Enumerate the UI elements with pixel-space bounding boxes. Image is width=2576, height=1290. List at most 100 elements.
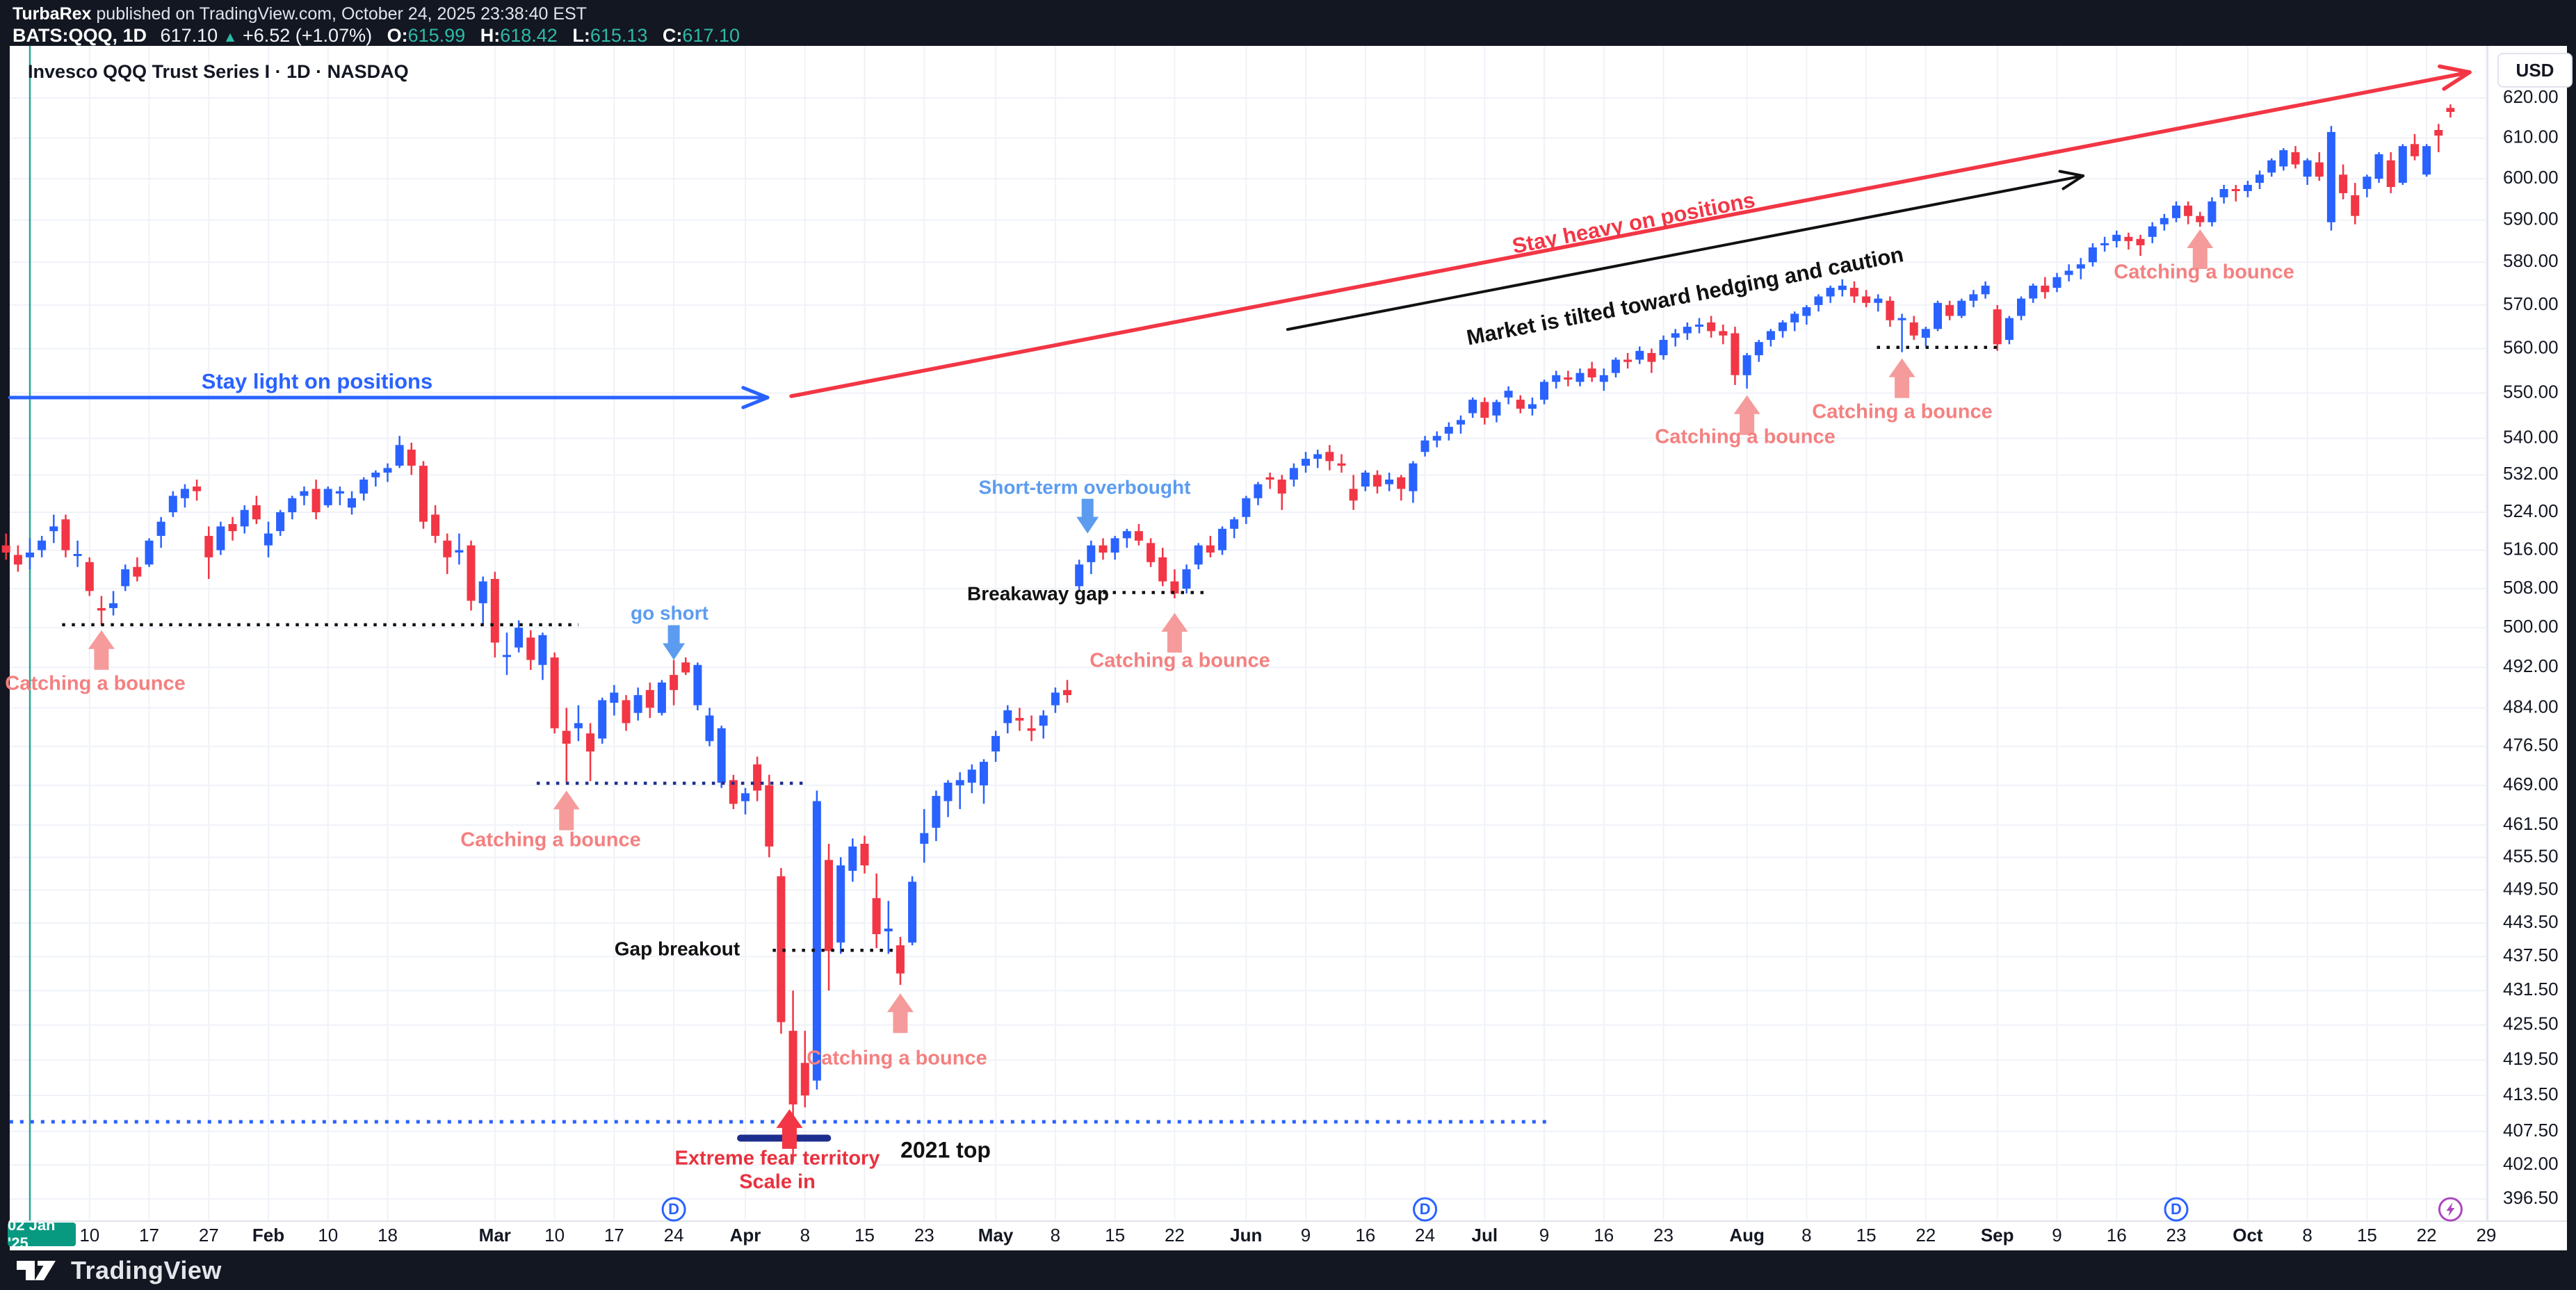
price-axis-label: 532.00 (2503, 463, 2559, 484)
candle-body (1325, 452, 1334, 462)
dividend-marker[interactable]: D (1413, 1197, 1438, 1222)
candle-body (371, 473, 380, 477)
candle-body (932, 796, 941, 828)
time-axis[interactable]: 10 17 27 Feb 10 18 Mar 10 17 24 Apr 8 15 23 May 8 15 22 Ju… (79, 1225, 2496, 1246)
currency-unit-button[interactable]: USD (2497, 53, 2573, 88)
time-axis-label: Jul (1472, 1225, 1498, 1246)
candle-body (311, 489, 321, 512)
annotation-text[interactable]: Gap breakout (615, 938, 740, 959)
time-axis-label: 8 (2302, 1225, 2312, 1246)
candle-body (705, 715, 714, 742)
buy-signal-arrow[interactable] (1733, 395, 1760, 435)
candle-body (145, 540, 154, 565)
candle-body (2339, 174, 2348, 193)
time-axis-label: 16 (1594, 1225, 1614, 1246)
candle-body (586, 733, 594, 752)
candle-body (1444, 427, 1453, 434)
candle-body (2172, 205, 2180, 218)
annotation-text[interactable]: go short (631, 602, 708, 623)
candle-body (657, 683, 666, 713)
candle-body (1779, 322, 1787, 332)
candle-body (1099, 545, 1108, 553)
buy-signal-arrow[interactable] (88, 630, 115, 670)
annotation-text[interactable]: Short-term overbought (979, 476, 1191, 498)
sell-signal-arrow[interactable] (663, 625, 686, 660)
trend-arrow[interactable] (789, 64, 2472, 398)
candle-body (26, 553, 34, 557)
candle-body (1015, 718, 1024, 721)
chart-pane-background (10, 46, 2567, 1250)
annotation-text[interactable]: Catching a bounce (460, 829, 640, 851)
candle-body (180, 489, 189, 498)
candle-body (1623, 359, 1633, 362)
candle-body (836, 865, 845, 943)
candle-body (574, 723, 583, 728)
price-axis-label: 402.00 (2503, 1153, 2559, 1174)
author-name: TurbaRex (13, 4, 92, 24)
up-triangle-icon: ▲ (222, 29, 238, 45)
candle-body (1599, 375, 1608, 382)
candle-body (1337, 463, 1346, 466)
time-axis-label: Jun (1230, 1225, 1262, 1246)
price-axis-label: 550.00 (2503, 381, 2559, 402)
annotation-text[interactable]: Catching a bounce (1655, 426, 1835, 448)
candle-body (1754, 342, 1763, 356)
candle-body (1039, 715, 1048, 726)
tradingview-logo-icon[interactable] (15, 1257, 61, 1284)
candle-body (300, 491, 309, 496)
trend-arrows[interactable] (8, 64, 2472, 409)
annotation-text[interactable]: Catching a bounce (1812, 401, 1992, 423)
sell-signal-arrow[interactable] (1076, 498, 1099, 534)
candle-body (1158, 557, 1167, 582)
price-axis-label: 516.00 (2503, 538, 2559, 559)
last-price: 617.10 (160, 25, 218, 46)
price-axis-label: 437.50 (2503, 945, 2559, 965)
trend-arrow[interactable] (8, 386, 770, 409)
annotation-text[interactable]: Catching a bounce (5, 673, 185, 695)
high-label: H: (480, 25, 501, 46)
brand-bar: TradingView (0, 1250, 2576, 1290)
latest-update-marker[interactable] (2438, 1197, 2463, 1222)
dividend-marker[interactable]: D (2164, 1197, 2189, 1222)
annotation-text[interactable]: Extreme fear territory (675, 1148, 880, 1170)
buy-signal-arrow[interactable] (1161, 612, 1188, 653)
price-axis-label: 455.50 (2503, 845, 2559, 866)
annotation-text[interactable]: Catching a bounce (807, 1047, 987, 1070)
annotation-text[interactable]: Scale in (739, 1171, 816, 1193)
annotation-text[interactable]: Catching a bounce (1089, 650, 1270, 672)
candle-body (1611, 359, 1620, 373)
buy-signal-arrow[interactable] (886, 993, 914, 1034)
annotation-text[interactable]: 2021 top (900, 1137, 991, 1162)
buy-signal-arrow[interactable] (553, 790, 580, 831)
low-label: L: (572, 25, 590, 46)
price-axis-label: 610.00 (2503, 126, 2559, 147)
candle-body (2386, 160, 2395, 187)
candle-body (681, 662, 690, 673)
signal-arrows[interactable] (88, 229, 2214, 1149)
candle-body (2326, 131, 2335, 222)
price-axis-label: 590.00 (2503, 209, 2559, 229)
annotation-text[interactable]: Breakaway gap (967, 582, 1109, 604)
candle-body (1886, 300, 1895, 320)
candle-body (467, 545, 476, 601)
candle-body (2374, 154, 2383, 179)
annotation-text[interactable]: Stay light on positions (202, 369, 432, 393)
buy-signal-arrow[interactable] (1888, 358, 1915, 398)
close-value: 617.10 (682, 25, 740, 46)
trend-arrow[interactable] (1286, 170, 2084, 331)
buy-signal-arrow[interactable] (2187, 229, 2214, 269)
candle-body (610, 692, 619, 703)
dividend-marker[interactable]: D (661, 1197, 686, 1222)
candle-body (1707, 322, 1716, 332)
candle-body (2052, 277, 2061, 288)
annotation-text[interactable]: Catching a bounce (2114, 261, 2294, 284)
candle-body (872, 898, 881, 934)
candle-body (288, 498, 297, 512)
price-axis[interactable]: 620.00 610.00 600.00 590.00 580.00 570.00 560.… (2503, 86, 2559, 1208)
tradingview-wordmark[interactable]: TradingView (71, 1255, 222, 1284)
candle-body (1051, 692, 1060, 705)
buy-signal-arrow[interactable] (776, 1109, 803, 1149)
